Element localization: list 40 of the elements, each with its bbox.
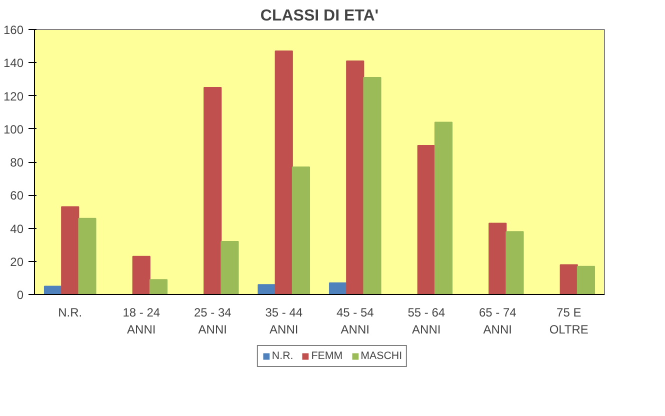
- x-tick-label: N.R.: [58, 306, 82, 320]
- bar: [488, 222, 507, 294]
- x-tick-label: 25 - 34 ANNI: [194, 306, 232, 336]
- y-tick-label: 40: [10, 222, 24, 236]
- bar: [560, 264, 578, 294]
- x-tick-label: 75 E OLTRE: [549, 306, 588, 336]
- y-tick-label: 140: [3, 56, 24, 70]
- bar: [44, 286, 62, 294]
- chart-title: CLASSI DI ETA': [260, 8, 379, 24]
- bar: [292, 166, 310, 294]
- bar: [274, 50, 293, 294]
- bar: [328, 282, 348, 294]
- legend-label: FEMM: [311, 350, 343, 362]
- bar: [220, 241, 239, 294]
- bar: [258, 284, 276, 294]
- bar: [346, 60, 364, 294]
- x-tick-label: 55 - 64 ANNI: [408, 306, 446, 336]
- bar: [576, 266, 596, 294]
- bar: [506, 231, 524, 294]
- x-tick-label: 18 - 24 ANNI: [122, 306, 160, 336]
- bar: [132, 256, 150, 294]
- y-tick-label: 80: [10, 156, 24, 170]
- legend-label: N.R.: [272, 350, 294, 362]
- y-tick-label: 20: [10, 254, 24, 269]
- x-tick-label: 65 - 74 ANNI: [478, 306, 517, 336]
- bar: [78, 218, 96, 294]
- x-tick-label: 45 - 54 ANNI: [336, 306, 374, 336]
- y-tick-label: 100: [3, 122, 24, 136]
- bar: [434, 122, 453, 294]
- y-tick-label: 160: [3, 23, 24, 37]
- bar: [363, 77, 382, 294]
- bar: [149, 279, 168, 294]
- bar: [61, 206, 80, 294]
- bar: [204, 86, 222, 294]
- bar: [417, 144, 436, 294]
- legend-label: MASCHI: [360, 350, 402, 362]
- x-tick-label: 35 - 44 ANNI: [265, 306, 303, 336]
- y-tick-label: 60: [10, 188, 24, 203]
- y-tick-label: 0: [16, 288, 24, 302]
- y-tick-label: 120: [3, 89, 24, 104]
